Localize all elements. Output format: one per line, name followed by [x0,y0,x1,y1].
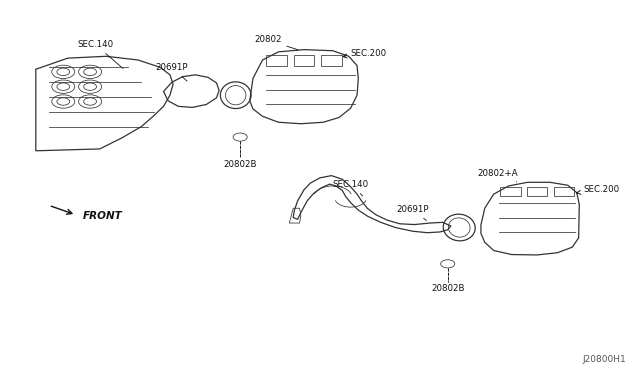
Text: SEC.140: SEC.140 [333,180,369,196]
Text: FRONT: FRONT [83,211,122,221]
Text: SEC.200: SEC.200 [577,185,620,194]
Text: 20691P: 20691P [156,63,188,81]
Text: 20802+A: 20802+A [477,169,518,182]
Text: 20802B: 20802B [223,160,257,169]
Text: 20802B: 20802B [431,284,465,293]
Bar [266,55,287,65]
Bar [500,187,520,196]
Bar [554,187,574,196]
Text: 20691P: 20691P [396,205,429,221]
Bar [321,55,342,65]
Bar [294,55,314,65]
Text: 20802: 20802 [254,35,298,50]
Text: J20800H1: J20800H1 [583,355,627,364]
Bar [527,187,547,196]
Text: SEC.140: SEC.140 [77,40,123,68]
Text: SEC.200: SEC.200 [343,49,387,58]
